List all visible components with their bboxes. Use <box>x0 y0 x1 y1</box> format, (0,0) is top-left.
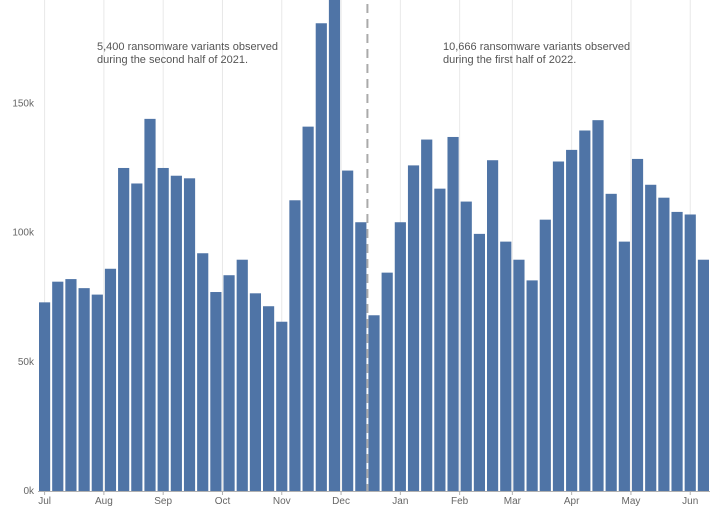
bar-39 <box>552 161 565 491</box>
bar-43 <box>605 193 617 491</box>
bar-33 <box>473 233 485 491</box>
bar-18 <box>276 321 288 491</box>
x-tick-label: Aug <box>95 496 113 507</box>
bar-11 <box>183 178 196 491</box>
bar-1 <box>52 281 64 491</box>
bar-24 <box>355 222 367 492</box>
bar-23 <box>342 170 354 491</box>
bar-4 <box>91 294 103 491</box>
bar-37 <box>526 280 538 491</box>
bar-32 <box>460 201 472 491</box>
x-tick-label: Mar <box>504 496 522 507</box>
bars <box>39 0 709 492</box>
bar-22 <box>328 0 341 491</box>
bar-48 <box>671 211 683 491</box>
x-tick-label: Oct <box>215 496 231 507</box>
bar-12 <box>197 253 209 491</box>
bar-17 <box>263 306 275 491</box>
bar-47 <box>658 197 670 491</box>
bar-25 <box>368 315 380 491</box>
bar-49 <box>684 214 696 492</box>
y-tick-label: 150k <box>12 98 35 109</box>
bar-16 <box>249 293 261 491</box>
bar-38 <box>539 219 551 491</box>
y-tick-label: 0k <box>23 486 35 497</box>
bar-29 <box>421 139 433 492</box>
bar-50 <box>697 259 709 491</box>
annotation-text: during the first half of 2022. <box>443 54 576 66</box>
bar-13 <box>210 292 222 491</box>
bar-41 <box>579 130 591 491</box>
x-tick-label: Jun <box>682 496 698 507</box>
bar-3 <box>78 288 90 491</box>
bar-46 <box>645 184 657 491</box>
bar-9 <box>157 167 169 491</box>
bar-40 <box>566 149 578 491</box>
x-tick-label: May <box>621 496 640 507</box>
bar-10 <box>170 175 182 492</box>
x-tick-label: Jul <box>38 496 51 507</box>
bar-14 <box>223 275 235 491</box>
y-tick-label: 50k <box>18 357 35 368</box>
bar-44 <box>618 241 630 491</box>
bar-5 <box>104 268 117 491</box>
y-tick-label: 100k <box>12 228 35 239</box>
bar-2 <box>65 279 77 491</box>
bar-36 <box>513 259 525 491</box>
x-tick-label: Jan <box>392 496 408 507</box>
bar-8 <box>144 118 156 492</box>
bar-45 <box>631 158 644 491</box>
annotation-text: 5,400 ransomware variants observed <box>97 41 278 53</box>
bar-19 <box>289 200 301 491</box>
bar-20 <box>302 126 314 491</box>
bar-26 <box>381 272 393 491</box>
bar-30 <box>434 188 446 491</box>
bar-15 <box>236 259 248 491</box>
annotation-text: during the second half of 2021. <box>97 54 248 66</box>
bar-31 <box>447 136 459 491</box>
bar-7 <box>131 183 143 492</box>
bar-28 <box>407 165 420 491</box>
bar-6 <box>118 167 130 491</box>
x-tick-label: Dec <box>332 496 350 507</box>
bar-27 <box>394 222 406 492</box>
bar-42 <box>592 120 604 492</box>
bar-0 <box>39 302 51 491</box>
bar-21 <box>315 23 327 491</box>
bar-35 <box>500 241 512 491</box>
x-tick-label: Apr <box>564 496 580 507</box>
bar-34 <box>487 160 499 491</box>
x-tick-label: Feb <box>451 496 469 507</box>
x-tick-label: Sep <box>154 496 172 507</box>
x-tick-label: Nov <box>273 496 291 507</box>
annotation-text: 10,666 ransomware variants observed <box>443 41 630 53</box>
axes: 0k 50k 100k 150k Jul Aug Sep Oct Nov Dec Jan Feb Mar… <box>12 4 710 507</box>
annotations: 5,400 ransomware variants observedduring… <box>97 41 630 66</box>
